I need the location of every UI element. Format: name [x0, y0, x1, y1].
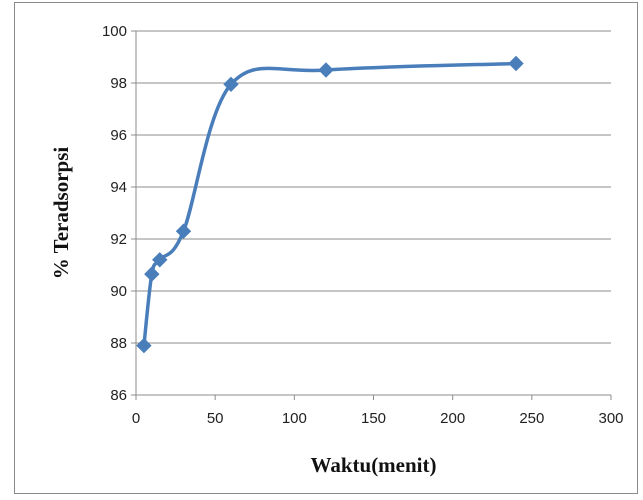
x-tick-label: 250 [519, 410, 544, 427]
x-tick-label: 50 [207, 410, 224, 427]
y-tick-label: 100 [102, 23, 127, 40]
x-tick-label: 150 [361, 410, 386, 427]
gridlines [136, 30, 611, 344]
data-point-marker [508, 55, 524, 72]
data-point-marker [144, 266, 160, 282]
y-tick-label: 86 [110, 387, 127, 404]
y-tick-label: 88 [110, 335, 127, 352]
y-tick-label: 94 [110, 179, 127, 196]
data-point-marker [223, 76, 239, 93]
y-tick-label: 90 [110, 283, 127, 300]
data-point-marker [152, 252, 168, 268]
x-tick-label: 200 [440, 410, 465, 427]
data-point-marker [175, 223, 192, 239]
data-point-marker [136, 337, 152, 354]
data-point-marker [318, 62, 334, 78]
x-tick-label: 300 [598, 410, 623, 427]
x-tick-labels: 0 50 100 150 200 250 300 [132, 410, 624, 427]
x-axis-title: Waktu(menit) [311, 453, 437, 477]
y-tick-label: 98 [110, 75, 127, 92]
x-tick-label: 100 [282, 410, 307, 427]
y-tick-label: 96 [110, 127, 127, 144]
y-axis-title: % Teradsorpsi [49, 147, 73, 280]
data-markers [136, 55, 524, 354]
series-line-path [142, 61, 518, 348]
series-line [142, 61, 518, 348]
chart-frame [14, 2, 638, 494]
y-tick-labels: 86 88 90 92 94 96 98 100 [102, 23, 127, 404]
x-tick-label: 0 [132, 410, 140, 427]
axes [131, 30, 612, 400]
y-tick-label: 92 [110, 231, 127, 248]
